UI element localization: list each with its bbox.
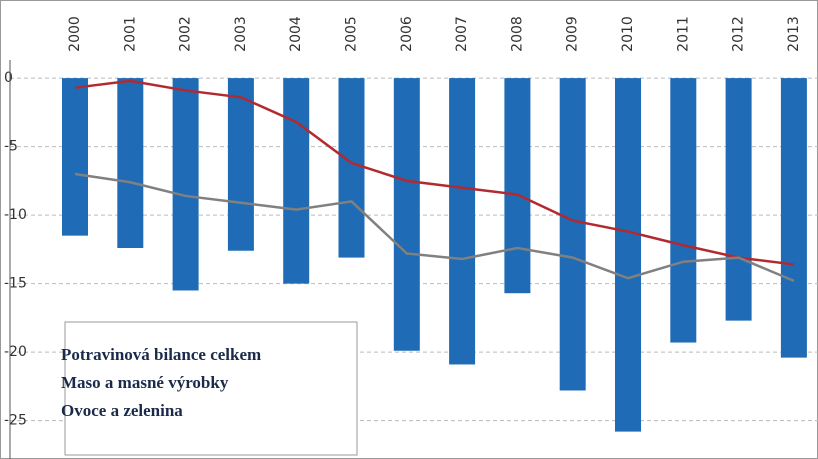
- y-tick-label: -15: [4, 276, 27, 292]
- x-tick-label: 2004: [288, 16, 304, 52]
- bar: [172, 78, 199, 291]
- y-tick-label: 0: [4, 70, 13, 86]
- legend-entry: Potravinová bilance celkem: [61, 345, 261, 364]
- x-tick-label: 2009: [565, 16, 581, 52]
- legend-box: [64, 321, 358, 456]
- bar: [393, 78, 420, 351]
- bar: [338, 78, 365, 258]
- x-tick-label: 2008: [509, 16, 525, 52]
- x-tick-label: 2010: [620, 16, 636, 52]
- line: [74, 172, 795, 283]
- legend-entry: Maso a masné výrobky: [61, 373, 229, 392]
- bar: [615, 78, 641, 432]
- y-tick-label: -20: [4, 344, 27, 360]
- bar: [780, 78, 807, 358]
- x-tick-label: 2011: [675, 16, 691, 52]
- bar: [62, 78, 88, 236]
- y-tick-label: -10: [4, 207, 27, 223]
- bar: [283, 78, 310, 284]
- x-tick-label: 2012: [731, 16, 747, 52]
- bar: [117, 78, 144, 248]
- bar: [504, 78, 531, 294]
- x-tick-label: 2000: [67, 16, 83, 52]
- x-tick-label: 2001: [122, 16, 138, 52]
- bar: [559, 78, 586, 391]
- bar: [670, 78, 697, 343]
- x-tick-label: 2003: [233, 16, 249, 52]
- bar: [449, 78, 476, 365]
- x-tick-label: 2006: [399, 16, 415, 52]
- legend-entry: Ovoce a zelenina: [61, 401, 183, 420]
- x-tick-label: 2007: [454, 16, 470, 52]
- x-tick-label: 2013: [786, 16, 802, 52]
- x-tick-label: 2002: [178, 16, 194, 52]
- y-tick-label: -5: [4, 139, 18, 155]
- line: [74, 79, 795, 266]
- y-tick-label: -25: [4, 413, 27, 429]
- bar: [227, 78, 254, 251]
- bar: [725, 78, 752, 321]
- x-tick-label: 2005: [344, 16, 360, 52]
